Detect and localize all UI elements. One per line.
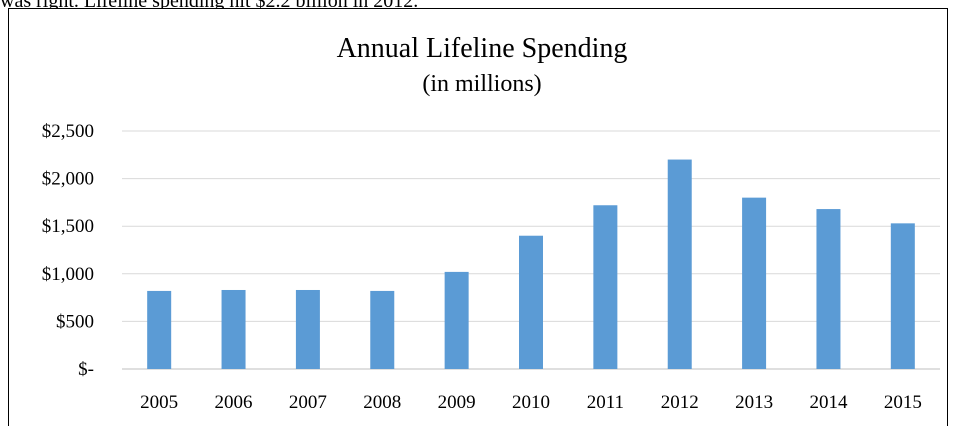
x-tick-label: 2005 — [140, 392, 178, 413]
x-tick-label: 2009 — [438, 392, 476, 413]
x-tick-label: 2011 — [587, 392, 624, 413]
x-tick-label: 2008 — [363, 392, 401, 413]
x-axis-ticks: 2005 2006 2007 2008 2009 2010 2011 2012 2013 2014… — [140, 392, 922, 413]
x-tick-label: 2015 — [884, 392, 922, 413]
bar-2005 — [147, 290, 172, 369]
frame-edge — [947, 419, 948, 426]
bars — [147, 159, 915, 369]
bar-2007 — [295, 289, 320, 369]
y-tick-label: $1,500 — [42, 216, 94, 237]
y-tick-label: $2,000 — [42, 169, 94, 190]
x-tick-label: 2007 — [289, 392, 327, 413]
bar-2013 — [742, 197, 767, 369]
x-tick-label: 2014 — [809, 392, 848, 413]
y-axis-ticks: $- $500 $1,000 $1,500 $2,000 $2,500 — [42, 121, 94, 380]
x-tick-label: 2010 — [512, 392, 550, 413]
bar-2008 — [370, 290, 395, 369]
y-tick-label: $1,000 — [42, 264, 94, 285]
bar-2006 — [221, 289, 246, 369]
bar-2011 — [593, 205, 618, 369]
x-tick-label: 2012 — [661, 392, 699, 413]
bar-2010 — [519, 235, 543, 369]
bar-2014 — [816, 209, 841, 369]
chart-title: Annual Lifeline Spending — [337, 33, 628, 64]
x-tick-label: 2006 — [215, 392, 253, 413]
chart-subtitle: (in millions) — [422, 71, 541, 97]
x-tick-label: 2013 — [735, 392, 773, 413]
y-tick-label: $2,500 — [42, 121, 94, 142]
bar-2015 — [890, 223, 915, 369]
body-text-snippet: was right. Lifeline spending hit $2.2 bi… — [0, 0, 419, 12]
y-tick-label: $500 — [56, 311, 94, 332]
bar-2012 — [667, 159, 692, 369]
y-tick-label: $- — [78, 359, 94, 380]
bar-2009 — [444, 271, 469, 369]
